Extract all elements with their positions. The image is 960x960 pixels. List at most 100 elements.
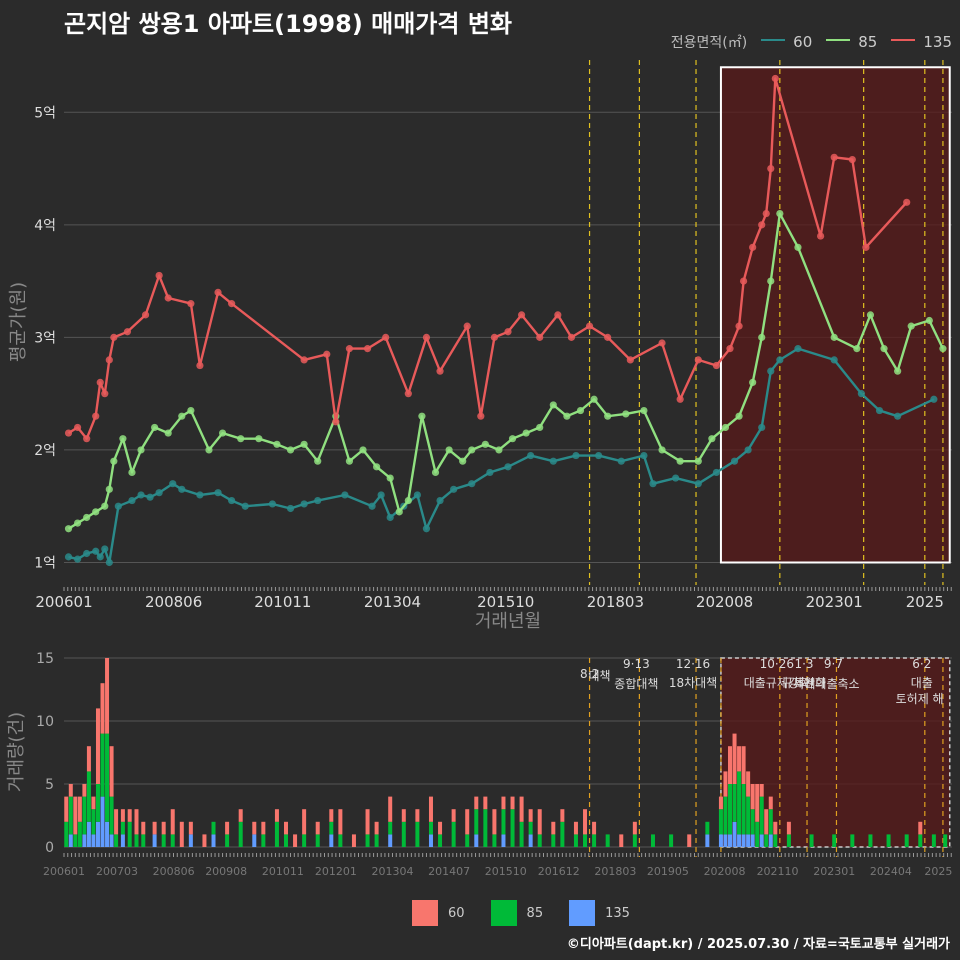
bar-segment-60 (750, 784, 755, 810)
data-point-85 (658, 446, 666, 454)
data-point-60 (468, 480, 476, 488)
bar-segment-85 (73, 834, 78, 847)
bar-segment-85 (388, 821, 393, 835)
data-point-60 (196, 491, 204, 499)
bar-segment-60 (918, 821, 923, 835)
bar-segment-85 (77, 821, 82, 847)
data-point-135 (101, 390, 109, 398)
bar-segment-60 (302, 809, 307, 835)
bar-segment-60 (329, 809, 334, 822)
data-point-60 (712, 468, 721, 477)
data-point-85 (237, 435, 245, 443)
bar-segment-85 (374, 834, 379, 847)
policy-annotation-text: 18차대책 (669, 675, 717, 690)
data-point-60 (486, 468, 494, 477)
data-point-85 (345, 457, 354, 465)
bar-segment-60 (415, 809, 420, 822)
bar-segment-85 (120, 821, 125, 835)
policy-annotation-date: 10·26 (760, 657, 794, 671)
bar-segment-85 (105, 733, 110, 822)
data-point-135 (567, 333, 576, 341)
policy-annotation-date: 9·13 (623, 657, 650, 671)
x-tick-label: 201011 (254, 593, 311, 611)
data-point-85 (676, 457, 684, 465)
bar-segment-135 (746, 834, 751, 847)
bar-y-tick-label: 10 (36, 714, 54, 730)
bar-segment-85 (401, 821, 406, 847)
y-tick-label: 1억 (34, 555, 56, 571)
data-point-135 (105, 356, 113, 364)
bar-y-tick-label: 15 (36, 651, 54, 667)
bar-segment-60 (351, 834, 356, 847)
bar-segment-85 (737, 771, 742, 835)
highlight-box (719, 66, 951, 564)
bar-legend-item-60: 60 (412, 900, 465, 926)
bar-segment-135 (211, 834, 216, 847)
bar-segment-60 (338, 809, 343, 835)
bar-segment-135 (718, 834, 723, 847)
bar-segment-60 (293, 834, 298, 847)
policy-annotation-date: 6·2 (912, 657, 931, 671)
bar-segment-85 (261, 834, 266, 847)
bar-segment-60 (82, 784, 87, 797)
bar-legend-swatch-85 (490, 900, 517, 926)
bar-segment-60 (315, 821, 320, 835)
data-point-135 (903, 198, 911, 206)
bar-x-tick-label: 201304 (371, 865, 413, 878)
data-point-85 (522, 429, 530, 437)
bar-segment-85 (705, 821, 710, 835)
bar-segment-60 (238, 809, 243, 822)
data-point-60 (857, 390, 865, 398)
data-point-135 (363, 345, 372, 353)
data-point-135 (817, 232, 825, 240)
data-point-135 (196, 361, 204, 370)
bar-segment-85 (127, 821, 132, 847)
x-tick-label: 2025 (906, 593, 944, 611)
data-point-60 (341, 491, 349, 499)
data-point-85 (395, 508, 403, 516)
data-point-85 (404, 496, 412, 505)
data-point-60 (377, 491, 385, 499)
bar-segment-135 (86, 821, 91, 847)
y-tick-label: 3억 (34, 330, 56, 346)
bar-segment-85 (759, 796, 764, 835)
data-point-85 (445, 446, 453, 454)
data-point-135 (676, 395, 684, 403)
bar-segment-135 (188, 834, 193, 847)
data-point-135 (504, 328, 512, 336)
bar-segment-85 (768, 809, 773, 835)
bar-segment-85 (465, 834, 470, 847)
bar-legend-swatch-135 (569, 900, 596, 926)
data-point-60 (640, 451, 648, 460)
bar-segment-85 (225, 834, 230, 847)
data-point-60 (73, 555, 82, 563)
data-point-60 (649, 480, 657, 488)
data-point-135 (749, 243, 757, 251)
data-point-135 (694, 356, 702, 364)
data-point-85 (853, 345, 861, 353)
bar-segment-85 (519, 821, 524, 847)
bar-segment-60 (728, 746, 732, 784)
bar-segment-85 (86, 771, 91, 822)
data-point-85 (590, 395, 598, 403)
bar-segment-85 (931, 834, 936, 847)
data-point-60 (114, 502, 122, 510)
data-point-85 (767, 277, 775, 285)
bar-segment-60 (114, 809, 119, 835)
legend-label-135: 135 (923, 33, 952, 51)
line-legend: 전용면적(㎡) 60 85 135 (671, 32, 952, 52)
bar-segment-85 (315, 834, 320, 847)
bar-segment-60 (451, 809, 456, 822)
data-point-135 (73, 423, 82, 432)
volume-bar-chart: 0 5 10 15 200601 200703 200806 200908 201011 2012… (6, 651, 952, 878)
data-point-85 (83, 513, 91, 522)
data-point-85 (255, 435, 263, 443)
data-point-85 (459, 457, 467, 465)
data-point-135 (739, 277, 748, 285)
bar-segment-60 (768, 796, 773, 810)
legend-label-60: 60 (793, 33, 813, 51)
bar-segment-60 (365, 809, 370, 835)
data-point-60 (169, 480, 177, 488)
data-point-135 (758, 221, 766, 229)
bar-y-axis-label: 거래량(건) (6, 712, 27, 792)
